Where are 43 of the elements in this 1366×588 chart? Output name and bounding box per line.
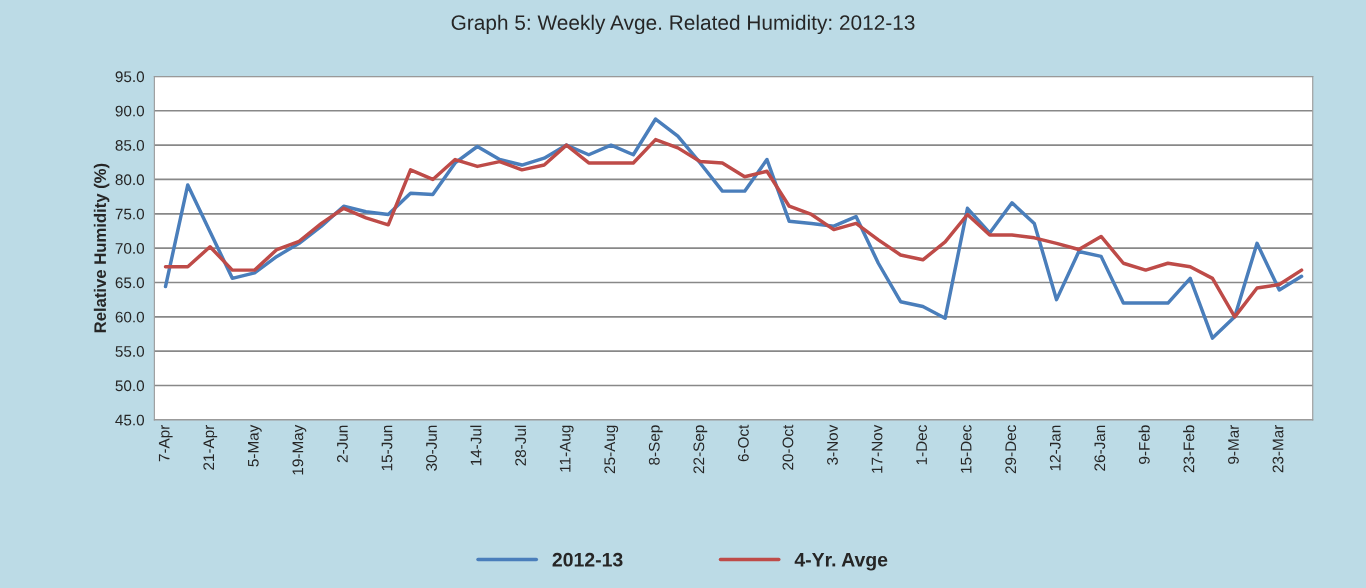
x-tick-label: 19-May xyxy=(292,424,307,475)
x-tick-label: 7-Apr xyxy=(158,424,173,462)
y-tick-label: 90.0 xyxy=(115,105,145,117)
x-tick-label: 15-Dec xyxy=(960,425,972,473)
y-tick-label: 65.0 xyxy=(115,277,145,289)
x-tick-label: 29-Dec xyxy=(1005,425,1017,474)
y-tick-label: 80.0 xyxy=(115,174,145,186)
x-tick-label: 9-Feb xyxy=(1138,425,1150,464)
x-tick-label: 15-Jun xyxy=(381,425,393,471)
y-tick-label: 50.0 xyxy=(115,380,145,392)
x-tick-label: 23-Mar xyxy=(1272,424,1284,473)
y-tick-label: 70.0 xyxy=(115,243,145,254)
legend-label: 4-Yr. Avge xyxy=(794,553,888,571)
y-tick-label: 75.0 xyxy=(115,208,145,220)
x-tick-label: 26-Jan xyxy=(1094,425,1106,471)
x-tick-label: 2-Jun xyxy=(336,425,348,463)
legend-label: 2012-13 xyxy=(552,552,623,567)
x-tick-label: 20-Oct xyxy=(782,424,794,470)
x-tick-label: 3-Nov xyxy=(827,424,838,465)
x-tick-label: 11-Aug xyxy=(559,425,574,472)
x-tick-label: 8-Sep xyxy=(648,425,663,465)
x-tick-label: 17-Nov xyxy=(871,424,883,473)
chart-title: Graph 5: Weekly Avge. Related Humidity: 2012-13 xyxy=(451,14,915,35)
y-tick-label: 45.0 xyxy=(115,414,145,426)
x-tick-label: 21-Apr xyxy=(203,424,218,470)
x-tick-label: 1-Dec xyxy=(916,425,927,465)
x-tick-label: 30-Jun xyxy=(426,425,437,471)
line-series xyxy=(163,117,1304,340)
x-tick-label: 9-Mar xyxy=(1228,424,1239,464)
line-series xyxy=(163,137,1304,319)
x-tick-label: 28-Jul xyxy=(514,425,527,466)
x-tick-label: 25-Aug xyxy=(604,425,619,474)
y-axis-title: Relative Humidity (%) xyxy=(93,163,110,333)
x-tick-label: 5-May xyxy=(248,424,262,467)
x-tick-label: 23-Feb xyxy=(1183,425,1195,473)
x-tick-label: 6-Oct xyxy=(737,424,749,462)
x-tick-label: 12-Jan xyxy=(1049,425,1061,471)
x-tick-label: 14-Jul xyxy=(470,425,482,466)
x-tick-label: 22-Sep xyxy=(693,425,708,474)
y-tick-label: 60.0 xyxy=(115,311,145,323)
y-tick-label: 95.0 xyxy=(115,71,145,83)
y-tick-label: 55.0 xyxy=(115,346,145,357)
y-tick-label: 85.0 xyxy=(115,139,145,151)
